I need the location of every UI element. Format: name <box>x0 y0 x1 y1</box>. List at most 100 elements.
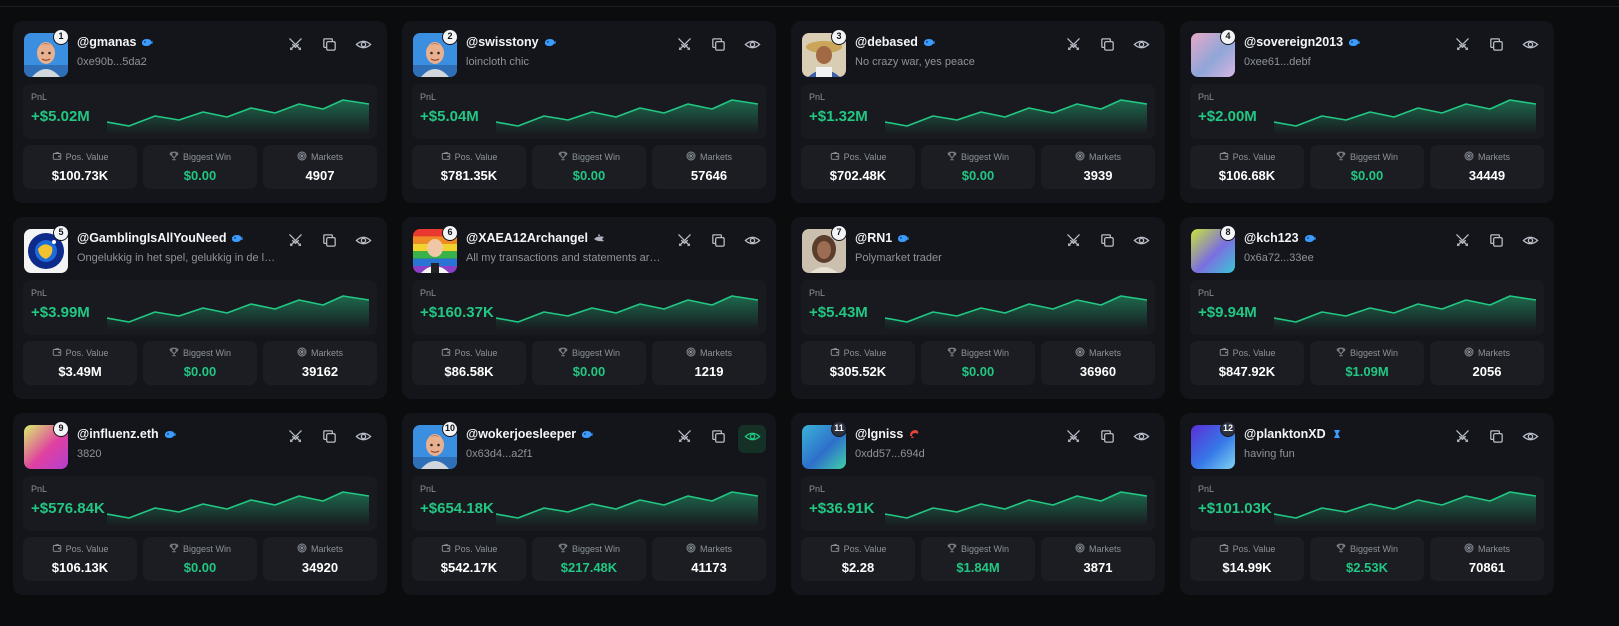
battle-button[interactable] <box>1448 229 1476 257</box>
trader-handle[interactable]: @GamblingIsAllYouNeed <box>77 231 227 245</box>
trader-card[interactable]: 4 @sovereign2013 0xee61...debf PnL +$2.00M Po… <box>1180 21 1554 203</box>
rank-badge: 1 <box>53 29 69 45</box>
pos-value: $100.73K <box>51 168 109 183</box>
trader-handle[interactable]: @lgniss <box>855 427 904 441</box>
avatar-cartoon-man-icon[interactable] <box>413 33 457 77</box>
pnl-value: +$3.99M <box>31 304 90 321</box>
battle-button[interactable] <box>1059 425 1087 453</box>
eye-icon <box>354 36 372 58</box>
trader-handle[interactable]: @influenz.eth <box>77 427 159 441</box>
copy-button[interactable] <box>315 229 343 257</box>
trader-card[interactable]: 8 @kch123 0x6a72...33ee PnL +$9.94M Pos. Valu… <box>1180 217 1554 399</box>
trader-card[interactable]: 5 @GamblingIsAllYouNeed Ongelukkig in het … <box>13 217 387 399</box>
trader-subtitle: Ongelukkig in het spel, gelukkig in de l… <box>77 252 277 264</box>
watch-button[interactable] <box>349 229 377 257</box>
avatar-photo-hat-icon[interactable] <box>802 33 846 77</box>
trader-handle[interactable]: @XAEA12Archangel <box>466 231 588 245</box>
copy-button[interactable] <box>1093 229 1121 257</box>
battle-button[interactable] <box>1448 425 1476 453</box>
watch-button[interactable] <box>1516 425 1544 453</box>
stat-label: Biggest Win <box>960 152 1010 162</box>
copy-button[interactable] <box>315 33 343 61</box>
trader-card[interactable]: 6 @XAEA12Archangel All my transactions and… <box>402 217 776 399</box>
pnl-label: PnL <box>31 484 48 494</box>
battle-button[interactable] <box>670 33 698 61</box>
wallet-icon <box>441 543 451 555</box>
watch-button[interactable] <box>1127 229 1155 257</box>
pnl-panel: PnL +$3.99M <box>23 280 377 335</box>
pnl-panel: PnL +$1.32M <box>801 84 1155 139</box>
pnl-sparkline <box>496 99 758 134</box>
biggest-win-stat: Biggest Win $1.84M <box>921 537 1035 581</box>
battle-button[interactable] <box>281 425 309 453</box>
watch-button[interactable] <box>738 425 766 453</box>
copy-button[interactable] <box>704 33 732 61</box>
copy-button[interactable] <box>1482 33 1510 61</box>
battle-button[interactable] <box>1059 229 1087 257</box>
battle-button[interactable] <box>670 425 698 453</box>
watch-button[interactable] <box>738 33 766 61</box>
watch-button[interactable] <box>1127 425 1155 453</box>
watch-button[interactable] <box>1127 33 1155 61</box>
trader-card[interactable]: 2 @swisstony loincloth chic PnL +$5.04M Pos. … <box>402 21 776 203</box>
battle-button[interactable] <box>1448 33 1476 61</box>
trader-handle[interactable]: @gmanas <box>77 35 137 49</box>
biggest-win-stat: Biggest Win $0.00 <box>143 145 257 189</box>
trader-handle[interactable]: @swisstony <box>466 35 539 49</box>
avatar-rainbow-man-icon[interactable] <box>413 229 457 273</box>
watch-button[interactable] <box>1516 229 1544 257</box>
battle-button[interactable] <box>670 229 698 257</box>
pos-value: $702.48K <box>829 168 887 183</box>
pnl-sparkline <box>107 491 369 526</box>
stat-label: Markets <box>1477 544 1510 554</box>
battle-button[interactable] <box>281 229 309 257</box>
trader-card[interactable]: 7 @RN1 Polymarket trader PnL +$5.43M Pos. Val… <box>791 217 1165 399</box>
watch-button[interactable] <box>349 33 377 61</box>
trader-card[interactable]: 1 @gmanas 0xe90b...5da2 PnL +$5.02M Pos. Valu… <box>13 21 387 203</box>
copy-button[interactable] <box>1482 425 1510 453</box>
copy-icon <box>321 36 338 58</box>
pnl-panel: PnL +$2.00M <box>1190 84 1544 139</box>
trader-card[interactable]: 11 @lgniss 0xdd57...694d PnL +$36.91K Pos. Va… <box>791 413 1165 595</box>
trader-handle[interactable]: @wokerjoesleeper <box>466 427 577 441</box>
pos-value: $106.13K <box>51 560 109 575</box>
copy-icon <box>710 36 727 58</box>
trader-card[interactable]: 12 @planktonXD having fun PnL +$101.03K Pos. … <box>1180 413 1554 595</box>
trader-handle[interactable]: @planktonXD <box>1244 427 1326 441</box>
trader-handle[interactable]: @kch123 <box>1244 231 1299 245</box>
trader-handle[interactable]: @sovereign2013 <box>1244 35 1344 49</box>
trophy-icon <box>1336 347 1346 359</box>
watch-button[interactable] <box>1516 33 1544 61</box>
stat-label: Markets <box>1088 348 1121 358</box>
card-actions <box>670 33 766 61</box>
avatar-cartoon-man-icon[interactable] <box>413 425 457 469</box>
trophy-icon <box>169 151 179 163</box>
trader-handle[interactable]: @debased <box>855 35 918 49</box>
trader-handle[interactable]: @RN1 <box>855 231 893 245</box>
target-icon <box>1075 151 1085 163</box>
markets-stat: Markets 39162 <box>263 341 377 385</box>
copy-button[interactable] <box>704 425 732 453</box>
trader-card[interactable]: 3 @debased No crazy war, yes peace PnL +$1.3… <box>791 21 1165 203</box>
avatar-photo-woman-icon[interactable] <box>802 229 846 273</box>
wallet-icon <box>1219 347 1229 359</box>
watch-button[interactable] <box>738 229 766 257</box>
battle-button[interactable] <box>1059 33 1087 61</box>
markets-value: 39162 <box>301 364 339 379</box>
trader-card[interactable]: 10 @wokerjoesleeper 0x63d4...a2f1 PnL +$654.… <box>402 413 776 595</box>
pos-value-stat: Pos. Value $106.68K <box>1190 145 1304 189</box>
copy-button[interactable] <box>1093 33 1121 61</box>
copy-button[interactable] <box>315 425 343 453</box>
rank-badge: 9 <box>53 421 69 437</box>
copy-button[interactable] <box>1482 229 1510 257</box>
trader-name-row: @sovereign2013 <box>1244 35 1360 49</box>
whale-icon <box>141 36 153 48</box>
battle-button[interactable] <box>281 33 309 61</box>
watch-button[interactable] <box>349 425 377 453</box>
trader-card[interactable]: 9 @influenz.eth 3820 PnL +$576.84K Pos. Value… <box>13 413 387 595</box>
trophy-icon <box>947 347 957 359</box>
copy-button[interactable] <box>1093 425 1121 453</box>
copy-button[interactable] <box>704 229 732 257</box>
pos-value-stat: Pos. Value $100.73K <box>23 145 137 189</box>
target-icon <box>686 151 696 163</box>
